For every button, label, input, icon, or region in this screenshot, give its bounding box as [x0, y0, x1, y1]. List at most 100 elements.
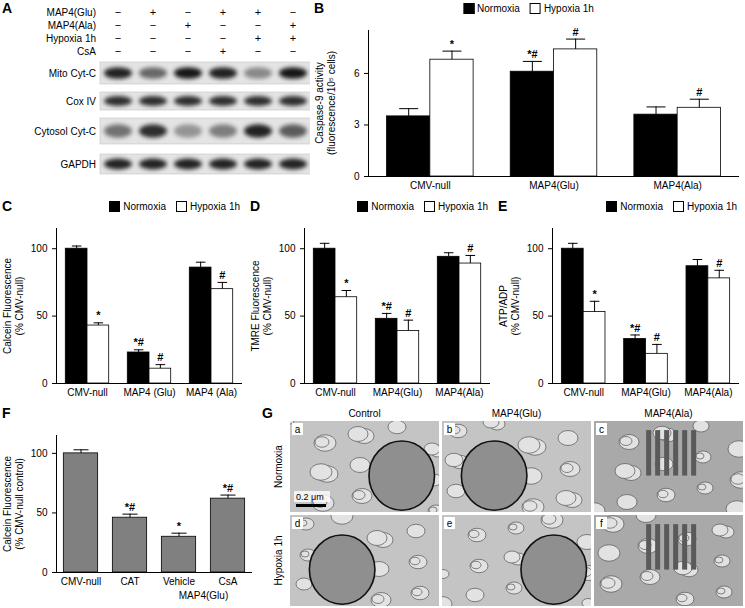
svg-text:100: 100	[31, 243, 48, 254]
svg-text:50: 50	[532, 310, 544, 321]
svg-text:MAP4(Glu): MAP4(Glu)	[529, 180, 578, 191]
svg-text:f: f	[600, 518, 603, 529]
svg-text:*#: *#	[381, 300, 391, 312]
svg-text:Control: Control	[348, 408, 380, 419]
svg-text:MAP4(Glu): MAP4(Glu)	[492, 408, 541, 419]
svg-text:0: 0	[290, 378, 296, 389]
svg-text:0: 0	[42, 567, 48, 578]
svg-text:−: −	[185, 45, 191, 57]
svg-text:−: −	[115, 19, 121, 31]
svg-text:+: +	[150, 6, 156, 18]
html-text:Hypoxia 1h: Hypoxia 1h	[543, 3, 594, 14]
svg-text:Mito Cyt-C: Mito Cyt-C	[49, 68, 96, 79]
html-text:Caspase-9 activity: Caspase-9 activity	[314, 62, 325, 144]
svg-text:100: 100	[31, 448, 48, 459]
svg-text:+: +	[290, 19, 296, 31]
svg-text:*: *	[344, 277, 349, 289]
svg-text:−: −	[220, 32, 226, 44]
svg-text:MAP4 (Glu): MAP4 (Glu)	[123, 387, 175, 398]
svg-text:−: −	[115, 45, 121, 57]
svg-text:#: #	[219, 269, 225, 281]
svg-text:MAP4(Ala): MAP4(Ala)	[684, 387, 732, 398]
svg-text:#: #	[467, 242, 473, 254]
svg-text:0: 0	[354, 171, 360, 182]
svg-text:MAP4(Glu): MAP4(Glu)	[621, 387, 670, 398]
svg-text:−: −	[150, 32, 156, 44]
svg-text:−: −	[255, 45, 261, 57]
svg-text:b: b	[447, 424, 453, 435]
svg-text:CsA: CsA	[77, 46, 96, 57]
svg-text:#: #	[573, 26, 579, 38]
svg-text:3: 3	[354, 119, 360, 130]
svg-text:*#: *#	[527, 48, 537, 60]
svg-text:−: −	[290, 6, 296, 18]
svg-text:MAP4 (Ala): MAP4 (Ala)	[186, 387, 237, 398]
svg-text:a: a	[295, 424, 301, 435]
html-text:Normoxia: Normoxia	[477, 3, 520, 14]
svg-text:Cytosol Cyt-C: Cytosol Cyt-C	[34, 126, 96, 137]
svg-text:*#: *#	[630, 321, 640, 333]
svg-text:−: −	[185, 32, 191, 44]
svg-text:50: 50	[284, 310, 296, 321]
svg-text:−: −	[150, 19, 156, 31]
svg-text:CMV-null: CMV-null	[61, 576, 102, 587]
svg-text:MAP4(Ala): MAP4(Ala)	[435, 387, 483, 398]
svg-text:*#: *#	[133, 336, 143, 348]
svg-text:+: +	[290, 32, 296, 44]
svg-text:CMV-null: CMV-null	[563, 387, 604, 398]
svg-text:d: d	[295, 518, 301, 529]
svg-text:#: #	[157, 351, 163, 363]
svg-text:CMV-null: CMV-null	[410, 180, 451, 191]
svg-text:MAP4(Glu): MAP4(Glu)	[373, 387, 422, 398]
svg-text:e: e	[447, 518, 453, 529]
svg-text:CMV-null: CMV-null	[315, 387, 356, 398]
svg-text:100: 100	[527, 243, 544, 254]
svg-text:−: −	[220, 19, 226, 31]
svg-text:Hypoxia 1h: Hypoxia 1h	[46, 33, 96, 44]
svg-text:MAP4(Ala): MAP4(Ala)	[48, 20, 96, 31]
svg-text:6: 6	[354, 68, 360, 79]
svg-text:+: +	[220, 45, 226, 57]
svg-text:MAP4(Ala): MAP4(Ala)	[653, 180, 701, 191]
svg-text:#: #	[716, 257, 722, 269]
svg-text:MAP4(Glu): MAP4(Glu)	[179, 590, 228, 601]
svg-text:*#: *#	[223, 482, 233, 494]
svg-text:*: *	[96, 309, 101, 321]
svg-text:+: +	[255, 6, 261, 18]
svg-text:*: *	[450, 38, 455, 50]
svg-text:+: +	[185, 19, 191, 31]
svg-text:−: −	[290, 45, 296, 57]
svg-text:c: c	[599, 424, 604, 435]
svg-text:0.2 μm: 0.2 μm	[296, 492, 324, 502]
svg-text:0: 0	[42, 378, 48, 389]
svg-text:0: 0	[538, 378, 544, 389]
svg-text:50: 50	[36, 507, 48, 518]
svg-text:+: +	[220, 6, 226, 18]
svg-text:50: 50	[36, 310, 48, 321]
svg-text:Normoxia: Normoxia	[273, 445, 284, 488]
svg-text:100: 100	[279, 243, 296, 254]
html-text:(fluorescence/10⁵ cells): (fluorescence/10⁵ cells)	[326, 50, 337, 156]
svg-text:*#: *#	[125, 501, 135, 513]
svg-text:Cox IV: Cox IV	[66, 96, 96, 107]
svg-text:MAP4(Glu): MAP4(Glu)	[47, 7, 96, 18]
svg-text:CAT: CAT	[120, 576, 139, 587]
html-text:B: B	[314, 0, 325, 16]
svg-text:CMV-null: CMV-null	[67, 387, 108, 398]
svg-text:*: *	[592, 288, 597, 300]
svg-text:#: #	[696, 86, 702, 98]
svg-text:#: #	[654, 331, 660, 343]
svg-text:CsA: CsA	[219, 576, 238, 587]
svg-text:−: −	[185, 6, 191, 18]
svg-text:*: *	[177, 520, 182, 532]
svg-text:GAPDH: GAPDH	[60, 159, 96, 170]
svg-text:−: −	[115, 32, 121, 44]
svg-text:−: −	[255, 19, 261, 31]
svg-text:+: +	[255, 32, 261, 44]
svg-text:−: −	[150, 45, 156, 57]
svg-text:−: −	[115, 6, 121, 18]
svg-text:Vehicle: Vehicle	[163, 576, 196, 587]
svg-text:#: #	[405, 307, 411, 319]
svg-text:Hypoxia 1h: Hypoxia 1h	[273, 535, 284, 585]
svg-text:MAP4(Ala): MAP4(Ala)	[644, 408, 692, 419]
